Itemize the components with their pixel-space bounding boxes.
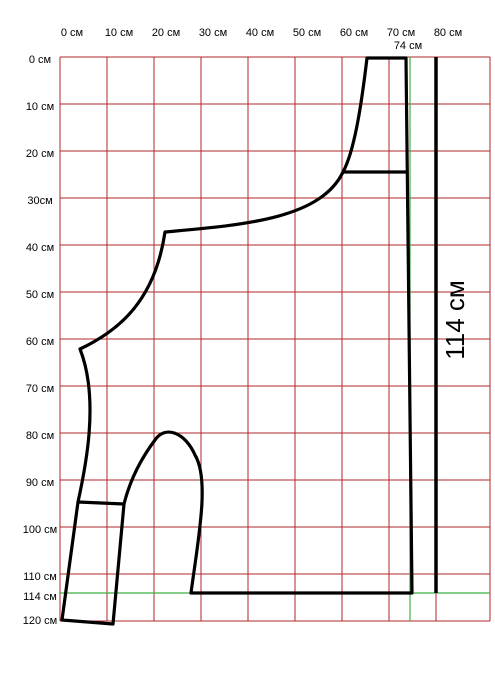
x-label: 30 см xyxy=(199,27,227,39)
pattern-line xyxy=(76,500,126,506)
y-label: 0 см xyxy=(29,54,51,66)
x-label: 10 см xyxy=(105,27,133,39)
y-label: 100 см xyxy=(23,524,57,536)
pattern-outline xyxy=(60,56,414,626)
height-label: 114 см xyxy=(440,280,470,360)
x-label: 60 см xyxy=(340,27,368,39)
y-label: 20 см xyxy=(26,148,54,160)
y-label: 10 см xyxy=(26,101,54,113)
grid xyxy=(59,56,491,622)
x-label: 20 см xyxy=(152,27,180,39)
y-label: 90 см xyxy=(26,477,54,489)
y-label: 60 см xyxy=(26,336,54,348)
x-label-74: 74 см xyxy=(394,40,422,52)
x-label: 40 см xyxy=(246,27,274,39)
y-label: 40 см xyxy=(26,242,54,254)
y-label: 30см xyxy=(27,195,52,207)
y-label: 110 см xyxy=(23,571,57,583)
x-label: 80 см xyxy=(434,27,462,39)
x-label: 0 см xyxy=(61,27,83,39)
y-label: 70 см xyxy=(26,383,54,395)
y-label: 50 см xyxy=(26,289,54,301)
y-label: 80 см xyxy=(26,430,54,442)
x-label: 70 см xyxy=(387,27,415,39)
y-label-120: 120 см xyxy=(23,615,57,627)
y-label-114: 114 см xyxy=(23,591,57,603)
x-label: 50 см xyxy=(293,27,321,39)
